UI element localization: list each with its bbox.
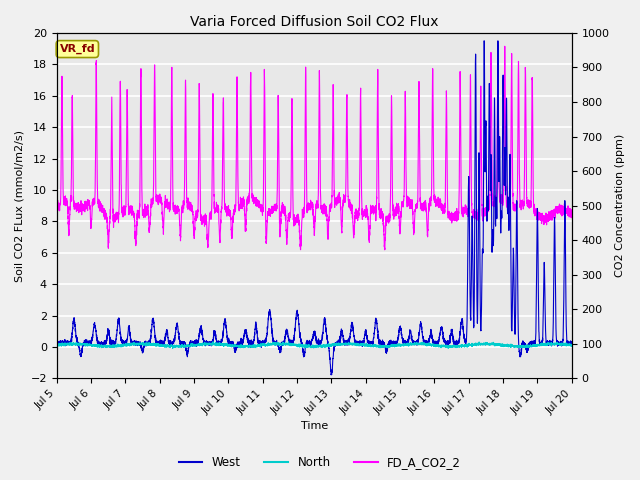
Text: VR_fd: VR_fd — [60, 44, 95, 54]
X-axis label: Time: Time — [301, 421, 328, 432]
Y-axis label: Soil CO2 FLux (mmol/m2/s): Soil CO2 FLux (mmol/m2/s) — [15, 130, 25, 282]
Y-axis label: CO2 Concentration (ppm): CO2 Concentration (ppm) — [615, 134, 625, 277]
Title: Varia Forced Diffusion Soil CO2 Flux: Varia Forced Diffusion Soil CO2 Flux — [190, 15, 438, 29]
Legend: West, North, FD_A_CO2_2: West, North, FD_A_CO2_2 — [174, 452, 466, 474]
